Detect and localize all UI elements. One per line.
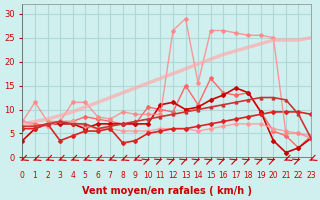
X-axis label: Vent moyen/en rafales ( km/h ): Vent moyen/en rafales ( km/h ) bbox=[82, 186, 252, 196]
